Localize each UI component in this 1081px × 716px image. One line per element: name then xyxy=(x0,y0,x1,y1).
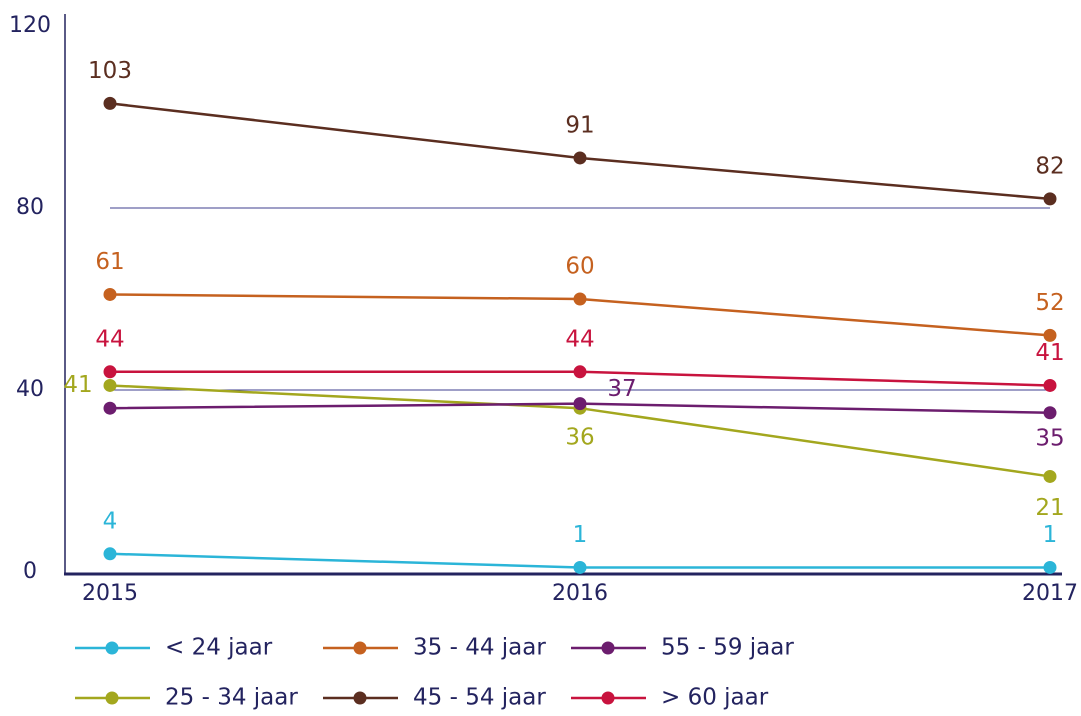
data-point xyxy=(103,547,117,561)
legend-marker xyxy=(105,691,119,705)
data-label: 91 xyxy=(565,112,594,138)
data-label: 44 xyxy=(95,326,124,352)
data-point xyxy=(1043,192,1057,206)
legend-label: 25 - 34 jaar xyxy=(165,685,298,711)
x-tick-label: 2015 xyxy=(82,581,138,606)
data-point xyxy=(573,560,587,574)
legend-marker xyxy=(105,641,119,655)
data-label: 61 xyxy=(95,249,124,275)
legend-label: 45 - 54 jaar xyxy=(413,685,546,711)
data-point xyxy=(103,287,117,301)
y-tick-label: 80 xyxy=(16,195,44,220)
data-point xyxy=(103,365,117,379)
y-tick-label: 120 xyxy=(9,13,51,38)
data-point xyxy=(1043,406,1057,420)
data-label: 1 xyxy=(573,522,588,548)
x-tick-label: 2017 xyxy=(1022,581,1078,606)
data-point xyxy=(1043,560,1057,574)
data-point xyxy=(1043,469,1057,483)
legend-marker xyxy=(601,691,615,705)
data-label: 41 xyxy=(1035,340,1064,366)
data-label: 82 xyxy=(1035,153,1064,179)
data-point xyxy=(573,365,587,379)
legend-marker xyxy=(353,641,367,655)
data-point xyxy=(1043,378,1057,392)
legend-label: 55 - 59 jaar xyxy=(661,635,794,661)
data-point xyxy=(573,151,587,165)
legend-marker xyxy=(601,641,615,655)
legend-label: > 60 jaar xyxy=(661,685,769,711)
data-label: 35 xyxy=(1035,425,1064,451)
data-point xyxy=(103,378,117,392)
y-tick-label: 0 xyxy=(23,559,37,584)
data-label: 1 xyxy=(1043,522,1058,548)
data-point xyxy=(1043,328,1057,342)
data-label: 60 xyxy=(565,254,594,280)
data-point xyxy=(103,401,117,415)
data-point xyxy=(573,292,587,306)
data-label: 52 xyxy=(1035,290,1064,316)
data-point xyxy=(103,96,117,110)
data-point xyxy=(573,397,587,411)
data-label: 44 xyxy=(565,326,594,352)
data-label: 41 xyxy=(63,372,92,398)
legend-marker xyxy=(353,691,367,705)
legend-label: 35 - 44 jaar xyxy=(413,635,546,661)
data-label: 4 xyxy=(103,508,118,534)
data-label: 36 xyxy=(565,425,594,451)
x-tick-label: 2016 xyxy=(552,581,608,606)
y-tick-label: 40 xyxy=(16,377,44,402)
data-label: 37 xyxy=(607,376,636,402)
legend-label: < 24 jaar xyxy=(165,635,273,661)
data-label: 103 xyxy=(88,58,132,84)
data-label: 21 xyxy=(1035,495,1064,521)
